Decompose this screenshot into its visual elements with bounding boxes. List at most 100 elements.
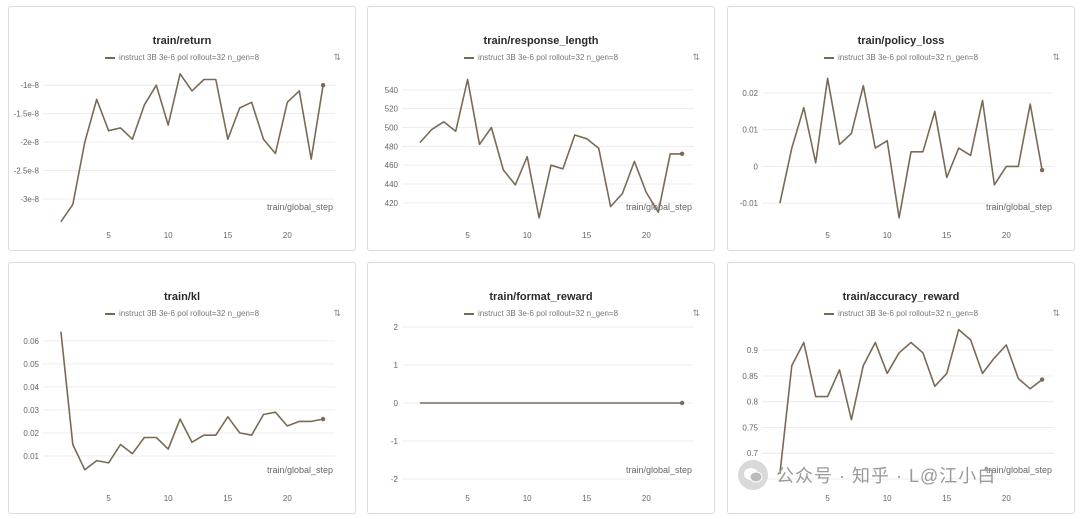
y-tick-label: -0.01: [740, 199, 759, 208]
x-tick-label: 15: [942, 494, 951, 503]
series-endpoint: [679, 400, 685, 406]
x-tick-label: 10: [523, 494, 532, 503]
legend-sort-icon[interactable]: ⇅: [692, 52, 700, 62]
x-axis-label: train/global_step: [626, 465, 692, 475]
chart-title: train/return: [152, 35, 212, 47]
x-tick-label: 10: [883, 231, 892, 240]
legend-swatch: [823, 56, 834, 59]
chart-panel: train/accuracy_reward instruct 3B 3e-6 po…: [727, 262, 1075, 514]
x-tick-label: 10: [164, 231, 173, 240]
chart-panel: train/format_reward instruct 3B 3e-6 pol …: [367, 262, 715, 514]
watermark-text: 公众号 · 知乎 · L@江小白: [776, 466, 997, 486]
y-tick-label: 540: [385, 86, 399, 95]
series-line: [60, 73, 324, 223]
chart-panel: train/return instruct 3B 3e-6 pol rollout…: [8, 6, 356, 251]
chart-panel: train/response_length instruct 3B 3e-6 po…: [367, 6, 715, 251]
series-endpoint: [1039, 167, 1045, 173]
series-endpoint: [679, 151, 685, 157]
chart-title: train/kl: [163, 291, 201, 303]
chart-plot: 420 440 460 480 500 520 540 5 10 15 20 train/global…: [385, 78, 694, 240]
y-tick-label: 0.8: [747, 398, 759, 407]
y-tick-label: 480: [385, 142, 399, 151]
y-tick-label: -2.5e-8: [14, 167, 40, 176]
chart-panel: train/kl instruct 3B 3e-6 pol rollout=32 …: [8, 262, 356, 514]
chart-panel: train/policy_loss instruct 3B 3e-6 pol ro…: [727, 6, 1075, 251]
y-tick-label: 0.9: [747, 346, 759, 355]
x-tick-label: 10: [883, 494, 892, 503]
x-tick-label: 15: [223, 231, 232, 240]
y-tick-label: 0.06: [23, 337, 39, 346]
y-tick-label: 0: [754, 162, 759, 171]
y-tick-label: 0.85: [742, 372, 758, 381]
legend-sort-icon[interactable]: ⇅: [333, 308, 341, 318]
series-line: [779, 77, 1043, 219]
x-tick-label: 20: [1002, 231, 1011, 240]
series-endpoint: [320, 416, 326, 422]
chart-legend: instruct 3B 3e-6 pol rollout=32 n_gen=8: [9, 309, 355, 318]
y-tick-label: -2: [391, 475, 399, 484]
y-tick-label: 0.03: [23, 406, 39, 415]
y-tick-label: -1.5e-8: [14, 110, 40, 119]
x-axis-label: train/global_step: [267, 202, 333, 212]
y-tick-label: 520: [385, 105, 399, 114]
chart-legend: instruct 3B 3e-6 pol rollout=32 n_gen=8: [728, 53, 1074, 62]
y-tick-label: 0.02: [23, 429, 39, 438]
x-tick-label: 20: [642, 494, 651, 503]
chart-plot: 0.01 0.02 0.03 0.04 0.05 0.06 5 10 15 20 train/glo…: [23, 331, 335, 503]
legend-sort-icon[interactable]: ⇅: [1052, 52, 1060, 62]
chart-title: train/policy_loss: [857, 35, 945, 47]
x-tick-label: 5: [465, 231, 470, 240]
x-tick-label: 20: [1002, 494, 1011, 503]
y-tick-label: 460: [385, 161, 399, 170]
legend-swatch: [104, 312, 115, 315]
y-tick-label: 0: [394, 399, 399, 408]
x-axis-label: train/global_step: [986, 465, 1052, 475]
legend-sort-icon[interactable]: ⇅: [692, 308, 700, 318]
x-tick-label: 10: [523, 231, 532, 240]
x-tick-label: 5: [106, 494, 111, 503]
y-tick-label: 0.75: [742, 423, 758, 432]
chart-plot: -0.01 0 0.01 0.02 5 10 15 20 train/global_step: [740, 77, 1054, 240]
y-tick-label: 1: [394, 361, 399, 370]
y-tick-label: -1: [391, 437, 399, 446]
legend-sort-icon[interactable]: ⇅: [1052, 308, 1060, 318]
legend-label: instruct 3B 3e-6 pol rollout=32 n_gen=8: [477, 309, 619, 318]
x-axis-label: train/global_step: [986, 202, 1052, 212]
chart-title: train/format_reward: [489, 291, 593, 303]
y-tick-label: 440: [385, 180, 399, 189]
y-tick-label: 0.02: [742, 89, 758, 98]
y-tick-label: 0.01: [742, 126, 758, 135]
y-tick-label: -2e-8: [20, 138, 39, 147]
chart-plot: -2 -1 0 1 2 5 10 15 20 train/global_step: [391, 323, 694, 503]
y-tick-label: 0.05: [23, 360, 39, 369]
x-axis-label: train/global_step: [267, 465, 333, 475]
y-tick-label: 0.04: [23, 383, 39, 392]
chart-plot: -1e-8 -1.5e-8 -2e-8 -2.5e-8 -3e-8 5 10 15 20 trai…: [14, 73, 335, 240]
series-line: [60, 331, 324, 471]
x-tick-label: 15: [582, 231, 591, 240]
y-tick-label: 0.7: [747, 449, 759, 458]
wechat-logo-icon: [738, 460, 768, 490]
legend-swatch: [463, 56, 474, 59]
series-line: [419, 78, 683, 219]
legend-sort-icon[interactable]: ⇅: [333, 52, 341, 62]
y-tick-label: 420: [385, 199, 399, 208]
x-tick-label: 10: [164, 494, 173, 503]
watermark: 公众号 · 知乎 · L@江小白: [738, 455, 1068, 495]
series-endpoint: [320, 83, 326, 88]
chart-legend: instruct 3B 3e-6 pol rollout=32 n_gen=8: [368, 309, 714, 318]
x-tick-label: 15: [942, 231, 951, 240]
x-tick-label: 5: [825, 231, 830, 240]
x-tick-label: 20: [283, 494, 292, 503]
legend-label: instruct 3B 3e-6 pol rollout=32 n_gen=8: [477, 53, 619, 62]
x-tick-label: 15: [582, 494, 591, 503]
legend-swatch: [104, 56, 115, 59]
x-axis-label: train/global_step: [626, 202, 692, 212]
y-tick-label: 2: [394, 323, 399, 332]
y-tick-label: 0.01: [23, 452, 39, 461]
legend-label: instruct 3B 3e-6 pol rollout=32 n_gen=8: [118, 53, 260, 62]
legend-swatch: [823, 312, 834, 315]
chart-legend: instruct 3B 3e-6 pol rollout=32 n_gen=8: [368, 53, 714, 62]
legend-label: instruct 3B 3e-6 pol rollout=32 n_gen=8: [837, 53, 979, 62]
series-line: [779, 328, 1043, 474]
